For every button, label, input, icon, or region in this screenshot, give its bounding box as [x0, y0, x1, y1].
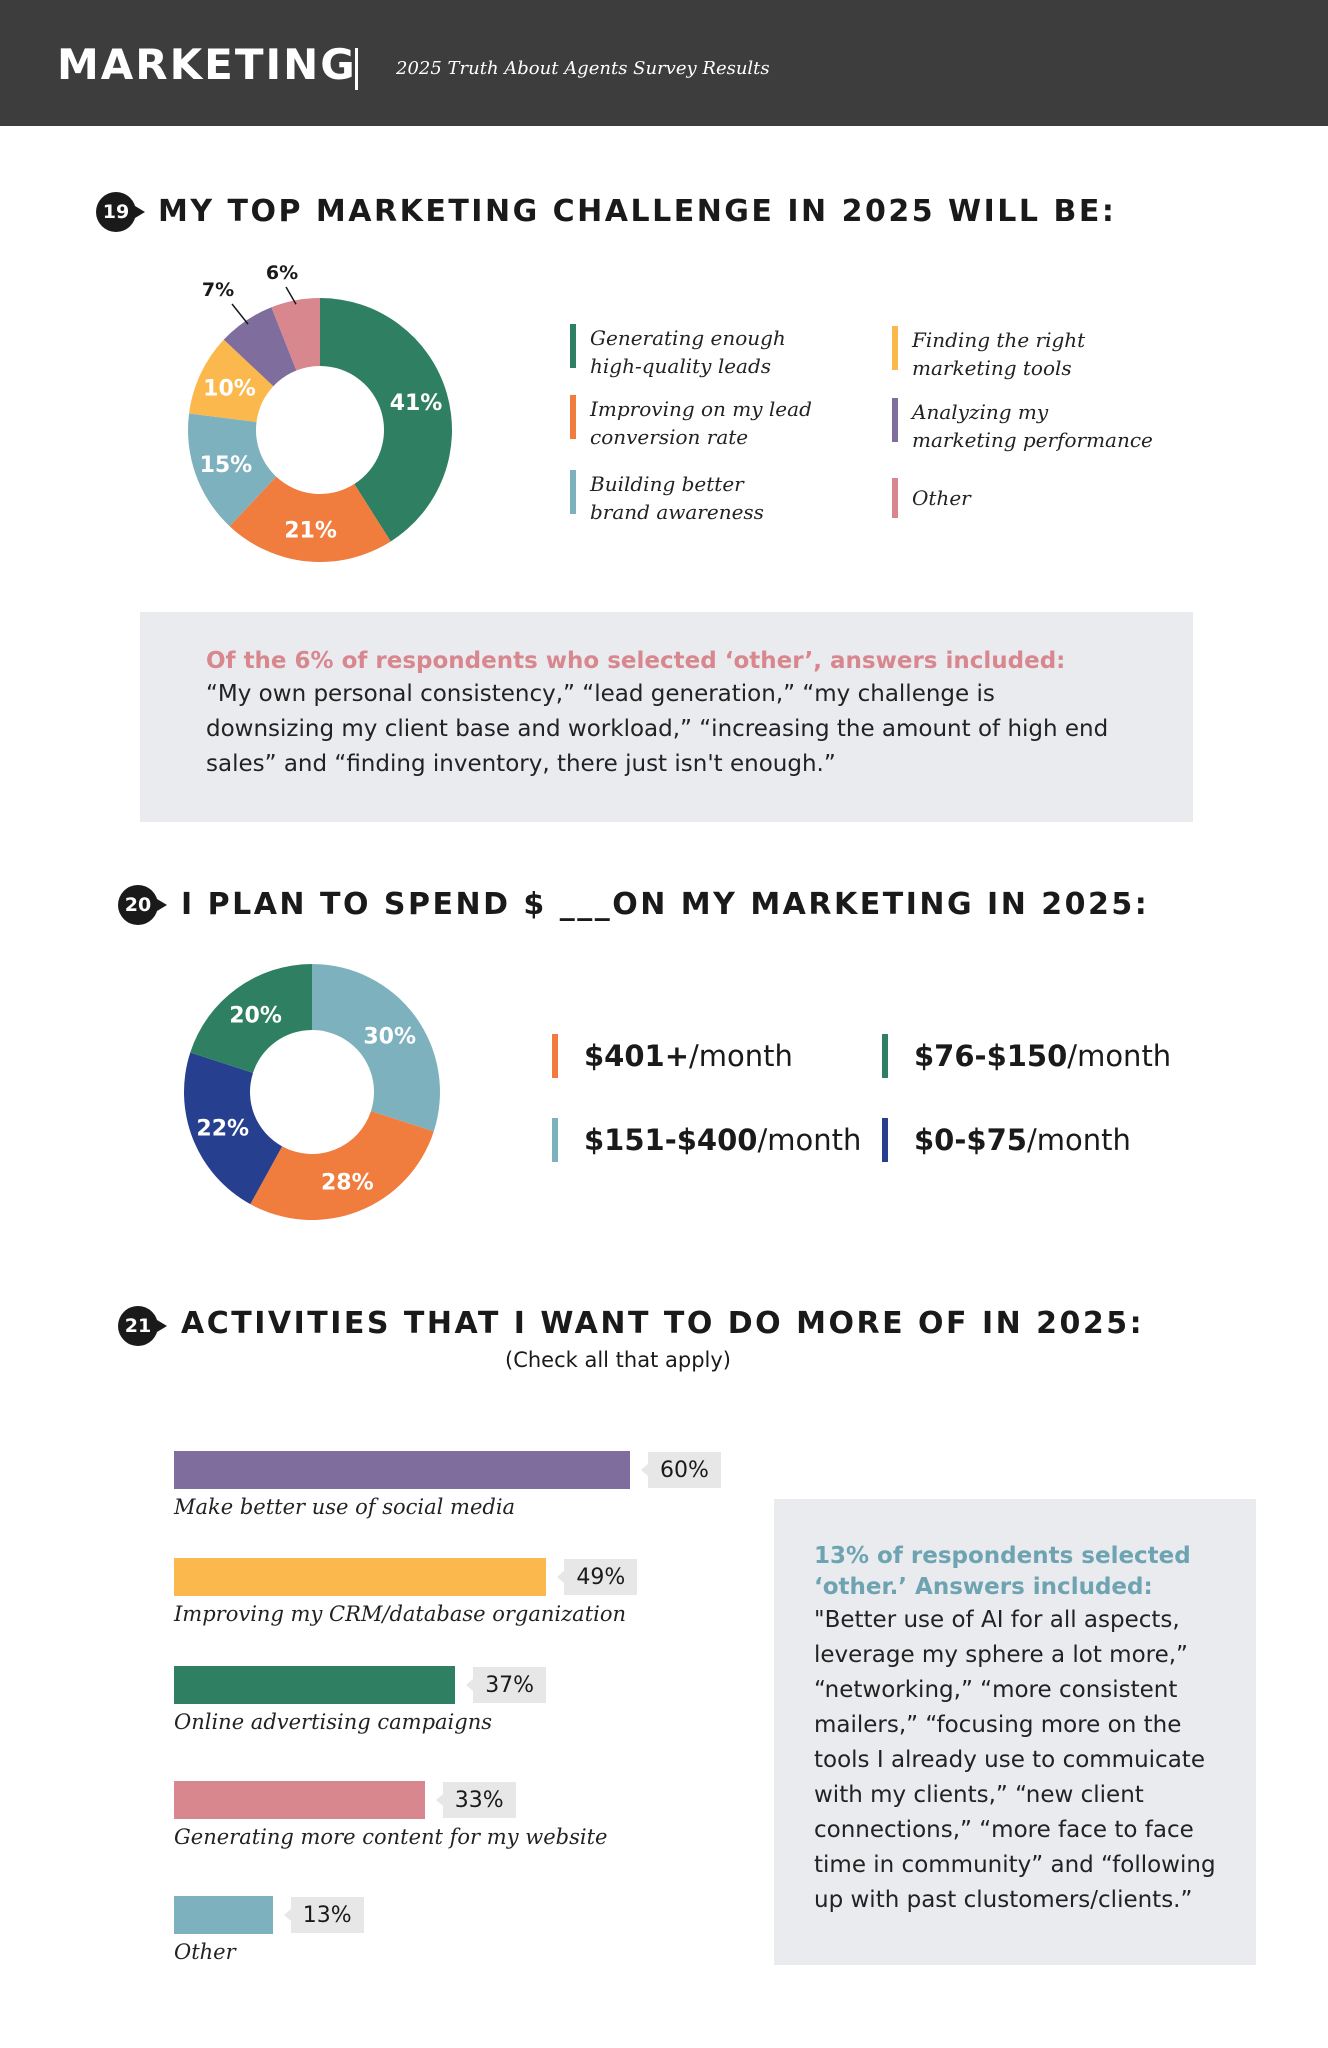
legend-label: Other [912, 486, 971, 510]
donut-slice [189, 339, 274, 422]
slice-label: 20% [229, 1003, 282, 1028]
bar-category-label: Make better use of social media [174, 1495, 516, 1519]
legend-swatch [882, 1034, 888, 1078]
spend-donut-chart: 30% 28% 22% 20% [184, 964, 440, 1220]
legend-amount: $151-$400 [584, 1123, 758, 1157]
question-subtitle: (Check all that apply) [505, 1348, 731, 1372]
legend-label: Finding the right marketing tools [912, 328, 1086, 380]
bar-category-label: Other [174, 1940, 236, 1964]
spend-legend-item: $151-$400/month [552, 1118, 861, 1162]
note-body: "Better use of AI for all aspects, lever… [814, 1607, 1216, 1913]
legend-swatch [552, 1118, 558, 1162]
note-heading: Of the 6% of respondents who selected ‘o… [206, 648, 1066, 674]
legend-swatch [892, 398, 898, 442]
question-title: MY TOP MARKETING CHALLENGE IN 2025 WILL … [158, 194, 1117, 229]
legend-amount: $401+ [584, 1039, 690, 1073]
donut-slice [190, 964, 312, 1073]
legend-amount: $0-$75 [914, 1123, 1027, 1157]
legend-label: Building better brand awareness [590, 472, 764, 524]
legend-label: Analyzing my marketing performance [912, 400, 1153, 452]
bar [174, 1666, 456, 1704]
other-activities-box: 13% of respondents selected ‘other.’ Ans… [774, 1499, 1256, 1965]
challenge-donut-chart: 41% 21% 15% 10% 7% 6% [188, 262, 453, 562]
legend-item: Finding the right marketing tools [892, 326, 1085, 382]
legend-swatch [882, 1118, 888, 1162]
header-bar: MARKETING 2025 Truth About Agents Survey… [0, 0, 1328, 126]
header-divider [355, 48, 358, 90]
slice-label: 41% [390, 391, 443, 416]
leader-line [231, 303, 249, 325]
legend-unit: /month [1067, 1039, 1172, 1073]
donut-slice [184, 1052, 283, 1205]
legend-item: Improving on my lead conversion rate [570, 395, 812, 451]
question-number-badge: 21 [118, 1306, 167, 1346]
slice-label: 15% [200, 453, 253, 478]
donut-slice [223, 307, 297, 387]
legend-label: Improving on my lead conversion rate [590, 397, 812, 449]
legend-item: Generating enough high-quality leads [570, 324, 786, 380]
legend-swatch [892, 478, 898, 518]
question-title: I PLAN TO SPEND $ ___ON MY MARKETING IN … [181, 887, 1150, 922]
bar-value-label: 49% [557, 1559, 638, 1595]
leader-line [285, 286, 297, 305]
donut-slice [271, 298, 320, 371]
bar-value-label: 33% [435, 1782, 516, 1818]
legend-swatch [570, 395, 576, 439]
slice-label: 30% [363, 1025, 416, 1050]
header-subtitle: 2025 Truth About Agents Survey Results [396, 58, 770, 79]
donut-slice [229, 476, 391, 562]
legend-item: Building better brand awareness [570, 470, 764, 526]
legend-unit: /month [1026, 1123, 1131, 1157]
section-title: MARKETING [57, 40, 357, 89]
donut-slice [320, 298, 453, 542]
bar-value-label: 60% [641, 1452, 721, 1488]
legend-swatch [570, 324, 576, 368]
legend-item: Other [892, 478, 971, 518]
donut-slice [312, 964, 440, 1132]
bar-category-label: Generating more content for my website [174, 1825, 608, 1849]
spend-legend-item: $76-$150/month [882, 1034, 1171, 1078]
legend-swatch [552, 1034, 558, 1078]
question-number-badge: 20 [118, 885, 167, 925]
legend-label: Generating enough high-quality leads [590, 326, 786, 378]
spend-legend-item: $0-$75/month [882, 1118, 1131, 1162]
legend-swatch [892, 326, 898, 370]
bar-category-label: Improving my CRM/database organization [174, 1602, 627, 1626]
bar [174, 1558, 547, 1596]
spend-legend-item: $401+/month [552, 1034, 793, 1078]
legend-item: Analyzing my marketing performance [892, 398, 1153, 454]
legend-unit: /month [757, 1123, 862, 1157]
bar [174, 1451, 630, 1489]
legend-swatch [570, 470, 576, 514]
donut-slice [250, 1111, 434, 1220]
question-number-badge: 19 [96, 192, 145, 232]
bar-category-label: Online advertising campaigns [174, 1710, 493, 1734]
note-body: “My own personal consistency,” “lead gen… [206, 681, 1109, 777]
bar-value-label: 37% [466, 1667, 547, 1703]
slice-label: 10% [203, 376, 256, 401]
donut-slice [188, 413, 277, 527]
bar [174, 1781, 425, 1819]
slice-label: 22% [196, 1116, 249, 1141]
legend-amount: $76-$150 [914, 1039, 1068, 1073]
slice-label: 6% [266, 262, 298, 284]
slice-label: 7% [202, 279, 234, 301]
slice-label: 21% [284, 519, 337, 544]
other-answers-box: Of the 6% of respondents who selected ‘o… [140, 612, 1193, 822]
note-heading: 13% of respondents selected ‘other.’ Ans… [814, 1543, 1191, 1600]
question-title: ACTIVITIES THAT I WANT TO DO MORE OF IN … [181, 1306, 1145, 1341]
legend-unit: /month [689, 1039, 793, 1073]
bar [174, 1896, 273, 1934]
slice-label: 28% [321, 1170, 374, 1195]
bar-value-label: 13% [283, 1897, 364, 1933]
